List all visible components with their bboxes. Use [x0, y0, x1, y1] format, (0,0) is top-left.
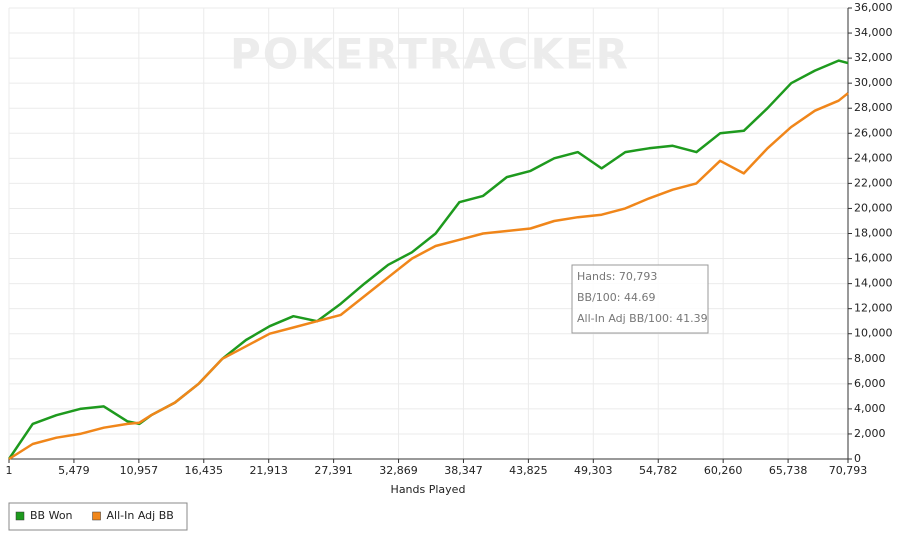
y-tick-label: 20,000: [854, 201, 893, 214]
y-tick-label: 24,000: [854, 151, 893, 164]
y-tick-label: 10,000: [854, 327, 893, 340]
legend-swatch: [92, 511, 101, 521]
y-tick-label: 30,000: [854, 76, 893, 89]
legend-swatch: [15, 511, 25, 521]
x-axis-label: Hands Played: [391, 483, 466, 496]
x-tick-label: 60,260: [704, 464, 743, 477]
x-tick-label: 10,957: [120, 464, 159, 477]
legend-label: BB Won: [30, 509, 73, 522]
x-tick-label: 16,435: [185, 464, 224, 477]
y-tick-label: 2,000: [854, 427, 886, 440]
grid-group: [8, 7, 849, 460]
y-tick-label: 0: [854, 452, 861, 465]
x-tick-label: 21,913: [249, 464, 288, 477]
y-tick-label: 34,000: [854, 26, 893, 39]
x-tick-label: 5,479: [58, 464, 90, 477]
y-tick-label: 4,000: [854, 402, 886, 415]
y-tick-label: 18,000: [854, 227, 893, 240]
y-tick-label: 28,000: [854, 101, 893, 114]
y-tick-label: 8,000: [854, 352, 886, 365]
x-tick-label: 1: [6, 464, 13, 477]
watermark: POKERTRACKER: [230, 30, 630, 79]
y-tick-label: 32,000: [854, 51, 893, 64]
x-tick-label: 32,869: [379, 464, 418, 477]
y-tick-label: 14,000: [854, 277, 893, 290]
legend-label: All-In Adj BB: [107, 509, 174, 522]
tooltip-text: Hands: 70,793: [577, 270, 657, 283]
x-tick-label: 27,391: [314, 464, 353, 477]
legend: BB Won All-In Adj BB: [8, 502, 188, 531]
tooltip-text: BB/100: 44.69: [577, 291, 656, 304]
tooltip-text: All-In Adj BB/100: 41.39: [577, 312, 708, 325]
x-tick-label: 49,303: [574, 464, 613, 477]
y-tick-label: 36,000: [854, 1, 893, 14]
y-tick-label: 22,000: [854, 176, 893, 189]
x-tick-label: 54,782: [639, 464, 678, 477]
x-tick-label: 70,793: [829, 464, 868, 477]
tooltip: Hands: 70,793 BB/100: 44.69 All-In Adj BB/…: [571, 264, 709, 334]
tooltip-box: [571, 264, 709, 334]
x-tick-label: 43,825: [509, 464, 548, 477]
y-tick-label: 26,000: [854, 126, 893, 139]
series-line: [8, 92, 849, 461]
y-tick-label: 6,000: [854, 377, 886, 390]
y-tick-label: 12,000: [854, 302, 893, 315]
x-tick-label: 38,347: [444, 464, 483, 477]
x-tick-label: 65,738: [769, 464, 808, 477]
y-tick-label: 16,000: [854, 252, 893, 265]
